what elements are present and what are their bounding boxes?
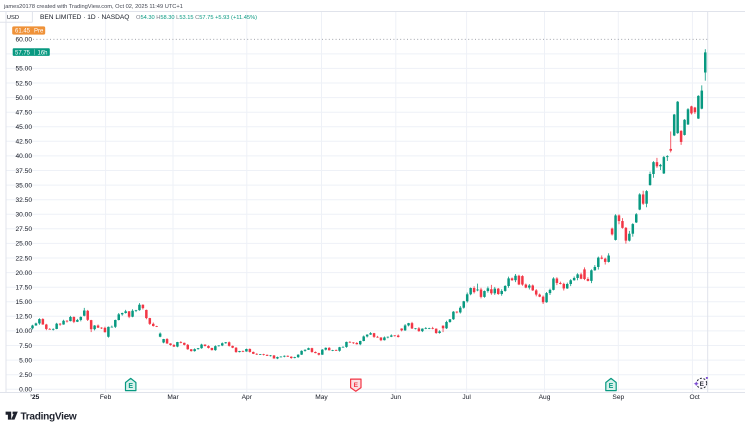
svg-text:Jul: Jul (462, 394, 471, 401)
svg-text:5.00: 5.00 (19, 357, 32, 364)
svg-text:E: E (700, 381, 705, 388)
svg-text:40.00: 40.00 (15, 153, 32, 160)
svg-text:2.50: 2.50 (19, 372, 32, 379)
svg-text:E: E (609, 383, 614, 390)
svg-text:Feb: Feb (100, 394, 112, 401)
svg-text:32.50: 32.50 (15, 197, 32, 204)
svg-text:Mar: Mar (167, 394, 179, 401)
svg-text:Jun: Jun (390, 394, 401, 401)
svg-text:james20178 created with Tradin: james20178 created with TradingView.com,… (3, 4, 183, 10)
svg-text:35.00: 35.00 (15, 182, 32, 189)
svg-text:Sep: Sep (612, 394, 624, 401)
svg-text:25.00: 25.00 (15, 241, 32, 248)
svg-text:17.50: 17.50 (15, 285, 32, 292)
svg-text:’25: ’25 (30, 394, 39, 401)
svg-text:May: May (315, 394, 328, 401)
svg-text:7.50: 7.50 (19, 343, 32, 350)
svg-text:0.00: 0.00 (19, 387, 32, 394)
svg-text:42.50: 42.50 (15, 139, 32, 146)
svg-text:20.00: 20.00 (15, 270, 32, 277)
svg-text:12.50: 12.50 (15, 314, 32, 321)
svg-text:45.00: 45.00 (15, 124, 32, 131)
svg-text:15.00: 15.00 (15, 299, 32, 306)
svg-text:O54.30 H58.30 L53.15 C57.75 +5: O54.30 H58.30 L53.15 C57.75 +5.93 (+11.4… (136, 15, 257, 21)
svg-text:22.50: 22.50 (15, 255, 32, 262)
svg-text:E: E (128, 383, 133, 390)
svg-text:16h: 16h (38, 50, 48, 56)
svg-text:TradingView: TradingView (21, 411, 77, 422)
svg-text:E: E (354, 382, 359, 389)
svg-text:Aug: Aug (539, 394, 551, 401)
svg-text:50.00: 50.00 (15, 95, 32, 102)
svg-text:10.00: 10.00 (15, 328, 32, 335)
svg-text:BEN LIMITED · 1D · NASDAQ: BEN LIMITED · 1D · NASDAQ (40, 14, 129, 21)
svg-text:52.50: 52.50 (15, 80, 32, 87)
svg-text:57.75: 57.75 (15, 50, 31, 56)
svg-text:60.00: 60.00 (15, 37, 32, 44)
svg-text:55.00: 55.00 (15, 66, 32, 73)
svg-text:37.50: 37.50 (15, 168, 32, 175)
svg-text:Pre: Pre (34, 29, 44, 35)
svg-text:47.50: 47.50 (15, 110, 32, 117)
svg-text:61.45: 61.45 (15, 29, 31, 35)
svg-text:Apr: Apr (242, 394, 253, 401)
svg-text:27.50: 27.50 (15, 226, 32, 233)
svg-text:Oct: Oct (689, 394, 699, 401)
svg-text:USD: USD (7, 15, 19, 21)
svg-text:30.00: 30.00 (15, 212, 32, 219)
